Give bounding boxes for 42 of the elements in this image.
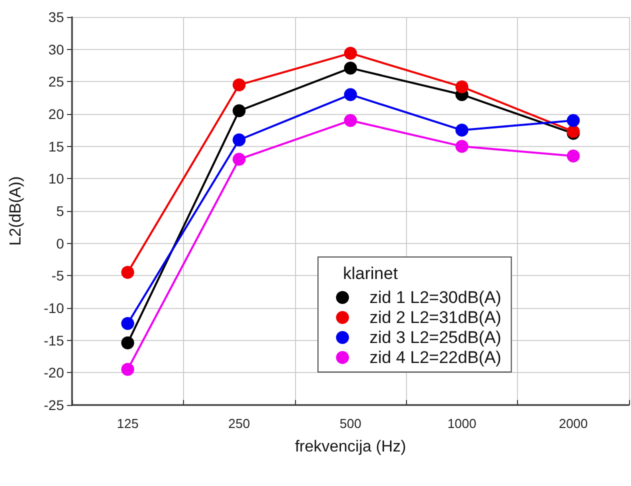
point <box>232 78 246 92</box>
point <box>344 46 357 60</box>
y-tick-label: 15 <box>48 138 64 154</box>
point <box>455 124 468 137</box>
y-tick-label: -10 <box>44 300 64 316</box>
x-tick-label: 1000 <box>447 416 476 431</box>
legend-label: zid 4 L2=22dB(A) <box>370 348 502 367</box>
y-tick-label: -20 <box>44 364 64 381</box>
y-tick-label: 5 <box>56 203 64 219</box>
point <box>344 62 357 75</box>
point <box>121 317 134 330</box>
legend-label: zid 2 L2=31dB(A) <box>370 308 502 327</box>
y-tick-label: -15 <box>44 332 64 348</box>
point <box>121 362 134 376</box>
point <box>121 336 134 350</box>
legend-title: klarinet <box>343 264 398 283</box>
y-tick-label: -5 <box>52 268 64 284</box>
y-tick-label: 10 <box>48 170 64 187</box>
legend-label: zid 1 L2=30dB(A) <box>370 288 502 307</box>
x-tick-label: 250 <box>228 416 250 431</box>
y-axis-title: L2(dB(A)) <box>8 176 24 246</box>
y-tick-label: 20 <box>48 106 64 122</box>
x-tick-label: 125 <box>116 416 139 431</box>
point <box>455 140 468 153</box>
point <box>232 152 246 166</box>
point <box>121 266 134 279</box>
x-tick-label: 2000 <box>558 416 588 431</box>
x-axis-title: frekvencija (Hz) <box>294 438 406 456</box>
point <box>455 80 468 94</box>
x-tick-label: 500 <box>340 416 362 431</box>
y-tick-label: -25 <box>44 397 64 413</box>
point <box>232 104 246 118</box>
y-tick-label: 35 <box>48 9 64 25</box>
point <box>232 133 246 146</box>
y-tick-label: 25 <box>48 74 64 90</box>
point <box>344 114 357 127</box>
y-tick-label: 30 <box>48 41 64 58</box>
point <box>344 88 357 102</box>
point <box>566 150 580 163</box>
point <box>566 114 580 127</box>
y-tick-label: 0 <box>56 235 64 252</box>
legend-label: zid 3 L2=25dB(A) <box>370 328 502 347</box>
